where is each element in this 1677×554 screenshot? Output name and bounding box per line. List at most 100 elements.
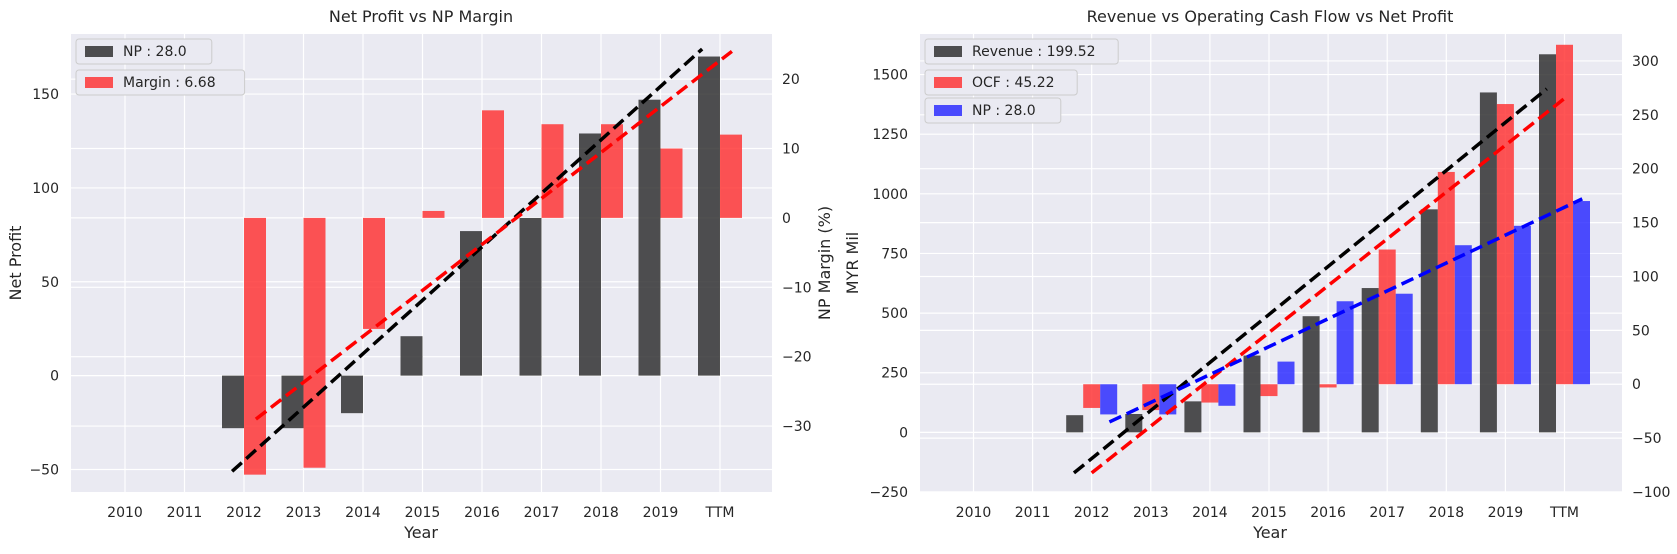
bar-revenue-ttm: [1539, 54, 1556, 433]
tick-labels: 2010 2011 2012 2013 2014 2015 2016 2017 2018 2019…: [29, 72, 811, 521]
y2-tick-label: 150: [1632, 216, 1659, 232]
bar-np-2016: [1336, 301, 1354, 385]
bar-revenue-2016: [1302, 316, 1320, 433]
bar-revenue-2015: [1243, 355, 1261, 433]
y-tick-label: 0: [50, 369, 59, 385]
chart-panel-net-profit-margin: Net Profit vs NP Margin Year Net Profit …: [6, 7, 834, 542]
x-tick-label: 2017: [524, 505, 560, 521]
x-tick-label: 2018: [583, 505, 619, 521]
y2-tick-label: 0: [782, 211, 791, 227]
bars: [222, 56, 742, 475]
chart-panel-revenue-ocf-np: Revenue vs Operating Cash Flow vs Net Pr…: [843, 7, 1670, 542]
y-tick-label: 150: [32, 87, 59, 103]
y2-axis-label: NP Margin (%): [815, 206, 834, 320]
bar-ocf-2018: [1437, 171, 1455, 385]
bar-margin-ttm: [720, 134, 742, 218]
x-tick-label: 2011: [167, 505, 203, 521]
bar-margin-2015: [422, 210, 445, 218]
legend-box: [75, 38, 213, 65]
legend-box: [924, 38, 1119, 65]
legend-swatch: [934, 105, 962, 116]
x-tick-label: 2014: [345, 505, 381, 521]
bar-np-2016: [460, 231, 482, 376]
trendlines: [1072, 87, 1583, 475]
y2-tick-label: 300: [1632, 54, 1659, 70]
y-tick-label: 750: [881, 246, 908, 262]
y-tick-label: −50: [29, 462, 59, 478]
bar-np-2012: [1100, 384, 1118, 415]
chart-title: Net Profit vs NP Margin: [329, 7, 513, 26]
bar-margin-2019: [660, 148, 683, 218]
bar-ocf-2016: [1319, 384, 1337, 388]
y2-tick-label: −30: [782, 419, 812, 435]
legend-box: [924, 97, 1062, 124]
y-tick-label: 250: [881, 366, 908, 382]
x-tick-label: TTM: [705, 505, 735, 521]
tick-labels: 2010 2011 2012 2013 2014 2015 2016 2017 2018 2019…: [870, 54, 1671, 521]
x-axis-label: Year: [1252, 523, 1287, 542]
legend-label: NP : 28.0: [123, 44, 187, 60]
x-tick-label: 2013: [286, 505, 322, 521]
legend: Revenue : 199.52 OCF : 45.22 NP : 28.0: [924, 38, 1119, 124]
trendline-1: [1090, 97, 1566, 475]
x-tick-label: 2018: [1428, 505, 1464, 521]
y2-tick-label: 0: [1632, 377, 1641, 393]
y-tick-label: 0: [899, 425, 908, 441]
bar-np-2013: [281, 375, 304, 429]
bar-revenue-2018: [1420, 209, 1438, 433]
y-tick-label: −250: [870, 485, 908, 501]
bar-ocf-2017: [1378, 249, 1396, 385]
bar-np-2019: [1513, 225, 1531, 385]
x-tick-label: 2017: [1369, 505, 1405, 521]
x-tick-label: 2012: [226, 505, 262, 521]
bar-np-2014: [341, 375, 363, 414]
y2-tick-label: 50: [1632, 323, 1650, 339]
bar-revenue-2014: [1184, 401, 1202, 433]
legend: NP : 28.0 Margin : 6.68: [75, 38, 246, 96]
x-tick-label: 2013: [1133, 505, 1169, 521]
y2-tick-label: 200: [1632, 162, 1659, 178]
legend-swatch: [934, 77, 962, 88]
x-tick-label: 2011: [1015, 505, 1051, 521]
legend-box: [75, 69, 246, 96]
x-tick-label: 2019: [1488, 505, 1524, 521]
y-tick-label: 50: [41, 275, 59, 291]
y2-tick-label: 20: [782, 72, 800, 88]
x-tick-label: 2015: [1251, 505, 1287, 521]
x-tick-label: 2015: [405, 505, 441, 521]
x-tick-label: 2019: [643, 505, 679, 521]
bar-revenue-2017: [1361, 288, 1379, 433]
bar-ocf-2012: [1083, 384, 1101, 408]
chart-title: Revenue vs Operating Cash Flow vs Net Pr…: [1087, 7, 1454, 26]
legend-label: NP : 28.0: [972, 103, 1036, 119]
x-tick-label: 2014: [1192, 505, 1228, 521]
x-tick-label: 2012: [1074, 505, 1110, 521]
bar-ocf-ttm: [1556, 44, 1573, 385]
bar-np-2017: [519, 217, 542, 376]
y-tick-label: 1500: [872, 68, 908, 84]
y2-tick-label: −50: [1632, 431, 1662, 447]
y-tick-label: 100: [32, 181, 59, 197]
x-tick-label: TTM: [1549, 505, 1579, 521]
bars: [1066, 44, 1590, 433]
x-tick-label: 2010: [107, 505, 143, 521]
bar-np-2018: [579, 133, 601, 376]
bar-np-2015: [1277, 361, 1295, 385]
x-tick-label: 2010: [956, 505, 992, 521]
y-tick-label: 1000: [872, 187, 908, 203]
bar-np-2018: [1454, 245, 1472, 385]
bar-margin-2013: [303, 217, 326, 468]
trendlines: [230, 47, 733, 473]
bar-margin-2017: [541, 124, 564, 218]
bar-np-2019: [638, 99, 661, 376]
legend-swatch: [85, 46, 113, 57]
bar-ocf-2015: [1260, 384, 1278, 397]
legend-label: OCF : 45.22: [972, 75, 1055, 91]
trendline-0: [230, 47, 704, 473]
bar-revenue-2012: [1066, 415, 1084, 433]
x-tick-label: 2016: [464, 505, 500, 521]
bar-revenue-2019: [1479, 92, 1497, 433]
legend-label: Revenue : 199.52: [972, 44, 1096, 60]
trendline-0: [1072, 87, 1548, 475]
bar-ocf-2014: [1201, 384, 1219, 403]
